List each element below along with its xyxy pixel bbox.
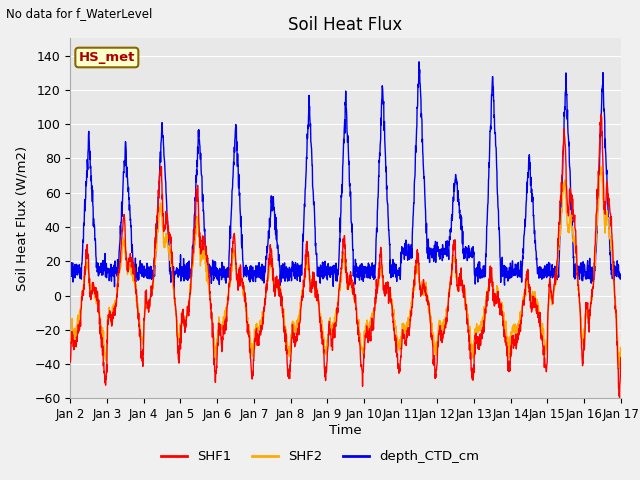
X-axis label: Time: Time [330, 424, 362, 437]
Legend: SHF1, SHF2, depth_CTD_cm: SHF1, SHF2, depth_CTD_cm [156, 445, 484, 468]
Y-axis label: Soil Heat Flux (W/m2): Soil Heat Flux (W/m2) [16, 146, 29, 291]
Title: Soil Heat Flux: Soil Heat Flux [289, 16, 403, 34]
Text: HS_met: HS_met [79, 51, 135, 64]
Text: No data for f_WaterLevel: No data for f_WaterLevel [6, 7, 153, 20]
